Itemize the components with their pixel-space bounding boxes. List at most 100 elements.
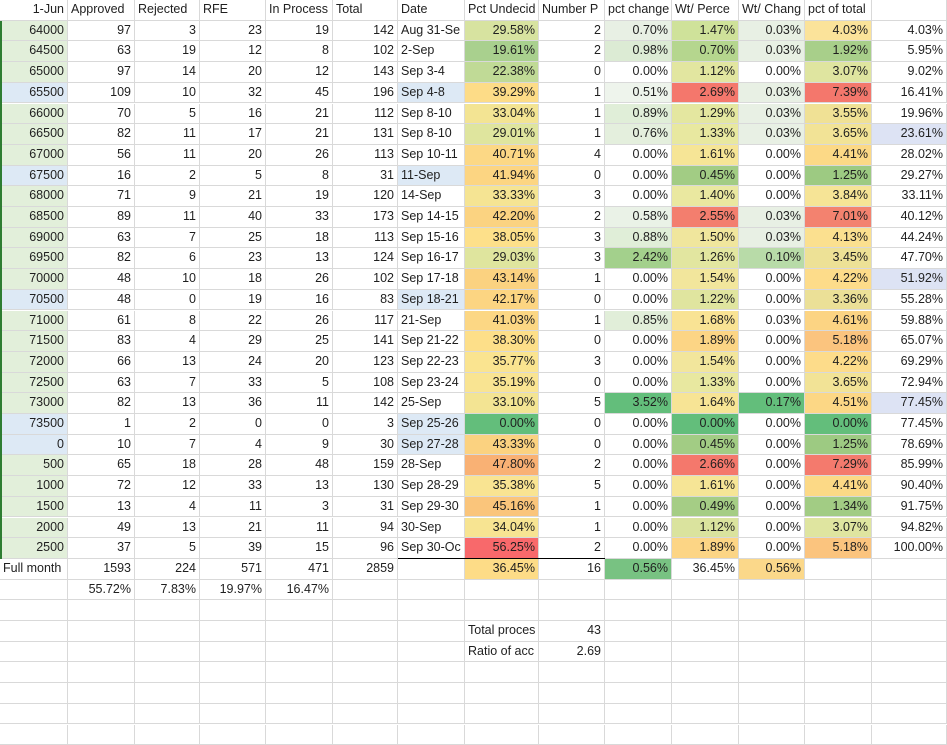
table-cell[interactable]: 34.04% xyxy=(465,518,539,539)
table-cell[interactable]: 1 xyxy=(539,124,605,145)
table-cell[interactable]: 1500 xyxy=(0,497,68,518)
table-cell[interactable]: 0 xyxy=(539,331,605,352)
table-cell[interactable]: 33 xyxy=(200,373,266,394)
table-cell[interactable]: 28-Sep xyxy=(398,455,465,476)
table-cell[interactable]: 16 xyxy=(200,104,266,125)
table-cell[interactable]: 19.97% xyxy=(200,580,266,601)
table-cell[interactable]: 17 xyxy=(200,124,266,145)
table-cell[interactable]: 63 xyxy=(68,228,135,249)
table-cell[interactable]: 63 xyxy=(68,373,135,394)
table-cell[interactable]: 117 xyxy=(333,311,398,332)
table-cell[interactable]: 13 xyxy=(135,393,200,414)
table-cell[interactable]: 2 xyxy=(539,207,605,228)
table-cell[interactable] xyxy=(68,683,135,704)
table-cell[interactable]: 42.20% xyxy=(465,207,539,228)
table-cell[interactable]: 31 xyxy=(333,497,398,518)
table-cell[interactable]: 7.01% xyxy=(805,207,872,228)
table-cell[interactable] xyxy=(605,621,672,642)
table-cell[interactable]: 21 xyxy=(266,104,333,125)
table-cell[interactable]: 39 xyxy=(200,538,266,559)
table-cell[interactable]: 65000 xyxy=(0,62,68,83)
table-cell[interactable] xyxy=(68,704,135,725)
table-cell[interactable] xyxy=(672,704,739,725)
table-cell[interactable] xyxy=(68,621,135,642)
table-cell[interactable]: 96 xyxy=(333,538,398,559)
table-cell[interactable] xyxy=(266,621,333,642)
table-cell[interactable]: 11 xyxy=(266,518,333,539)
table-cell[interactable] xyxy=(872,642,947,663)
table-cell[interactable]: 1.26% xyxy=(672,248,739,269)
table-cell[interactable]: 15 xyxy=(266,538,333,559)
table-cell[interactable] xyxy=(0,621,68,642)
table-cell[interactable]: 41.03% xyxy=(465,311,539,332)
table-cell[interactable]: 13 xyxy=(68,497,135,518)
table-cell[interactable]: 3.84% xyxy=(805,186,872,207)
column-header[interactable]: Date xyxy=(398,0,465,21)
table-cell[interactable]: 2859 xyxy=(333,559,398,580)
column-header[interactable]: pct of total xyxy=(805,0,872,21)
table-cell[interactable]: 70500 xyxy=(0,290,68,311)
table-cell[interactable]: 102 xyxy=(333,41,398,62)
table-cell[interactable]: 35.38% xyxy=(465,476,539,497)
table-cell[interactable]: 7 xyxy=(135,373,200,394)
table-cell[interactable]: 77.45% xyxy=(872,393,947,414)
table-cell[interactable]: 44.24% xyxy=(872,228,947,249)
table-cell[interactable]: 4.41% xyxy=(805,476,872,497)
table-cell[interactable]: 69.29% xyxy=(872,352,947,373)
column-header[interactable]: Number P xyxy=(539,0,605,21)
table-cell[interactable]: 20 xyxy=(200,62,266,83)
table-cell[interactable]: 2.55% xyxy=(672,207,739,228)
table-cell[interactable]: 0 xyxy=(539,414,605,435)
table-cell[interactable]: 37 xyxy=(68,538,135,559)
table-cell[interactable]: Total proces xyxy=(465,621,539,642)
table-cell[interactable]: 28.02% xyxy=(872,145,947,166)
column-header[interactable]: RFE xyxy=(200,0,266,21)
table-cell[interactable] xyxy=(333,662,398,683)
table-cell[interactable]: 2 xyxy=(539,21,605,42)
table-cell[interactable]: 5.18% xyxy=(805,331,872,352)
table-cell[interactable]: 4 xyxy=(539,145,605,166)
table-cell[interactable]: 8 xyxy=(135,311,200,332)
table-cell[interactable]: 35.19% xyxy=(465,373,539,394)
table-cell[interactable]: 142 xyxy=(333,393,398,414)
table-cell[interactable]: 2.69% xyxy=(672,83,739,104)
table-cell[interactable]: 72 xyxy=(68,476,135,497)
table-cell[interactable]: 5 xyxy=(266,373,333,394)
table-cell[interactable]: 0 xyxy=(200,414,266,435)
table-cell[interactable]: 72.94% xyxy=(872,373,947,394)
table-cell[interactable]: Sep 15-16 xyxy=(398,228,465,249)
table-cell[interactable]: 3 xyxy=(539,186,605,207)
table-cell[interactable]: 9 xyxy=(266,435,333,456)
table-cell[interactable] xyxy=(333,704,398,725)
table-cell[interactable] xyxy=(872,580,947,601)
table-cell[interactable]: 5 xyxy=(200,166,266,187)
table-cell[interactable]: 0.00% xyxy=(739,269,805,290)
table-cell[interactable]: 73000 xyxy=(0,393,68,414)
column-header[interactable]: Wt/ Chang xyxy=(739,0,805,21)
table-cell[interactable]: 112 xyxy=(333,104,398,125)
table-cell[interactable]: 83 xyxy=(333,290,398,311)
table-cell[interactable]: 24 xyxy=(200,352,266,373)
table-cell[interactable]: 0.00% xyxy=(739,145,805,166)
table-cell[interactable]: Full month xyxy=(0,559,68,580)
table-cell[interactable]: 4.51% xyxy=(805,393,872,414)
table-cell[interactable]: 65 xyxy=(68,455,135,476)
table-cell[interactable]: 38.05% xyxy=(465,228,539,249)
table-cell[interactable] xyxy=(739,580,805,601)
table-cell[interactable]: 18 xyxy=(266,228,333,249)
table-cell[interactable]: Sep 23-24 xyxy=(398,373,465,394)
table-cell[interactable]: 19 xyxy=(266,186,333,207)
table-cell[interactable]: 21-Sep xyxy=(398,311,465,332)
table-cell[interactable]: 69500 xyxy=(0,248,68,269)
table-cell[interactable]: 97 xyxy=(68,62,135,83)
table-cell[interactable]: 43.14% xyxy=(465,269,539,290)
table-cell[interactable]: 0.03% xyxy=(739,311,805,332)
table-cell[interactable]: 59.88% xyxy=(872,311,947,332)
table-cell[interactable]: 4 xyxy=(135,331,200,352)
table-cell[interactable]: 2.69 xyxy=(539,642,605,663)
table-cell[interactable]: 20 xyxy=(266,352,333,373)
table-cell[interactable]: Sep 17-18 xyxy=(398,269,465,290)
table-cell[interactable]: 32 xyxy=(200,83,266,104)
table-cell[interactable]: 51.92% xyxy=(872,269,947,290)
table-cell[interactable]: 0.00% xyxy=(739,166,805,187)
